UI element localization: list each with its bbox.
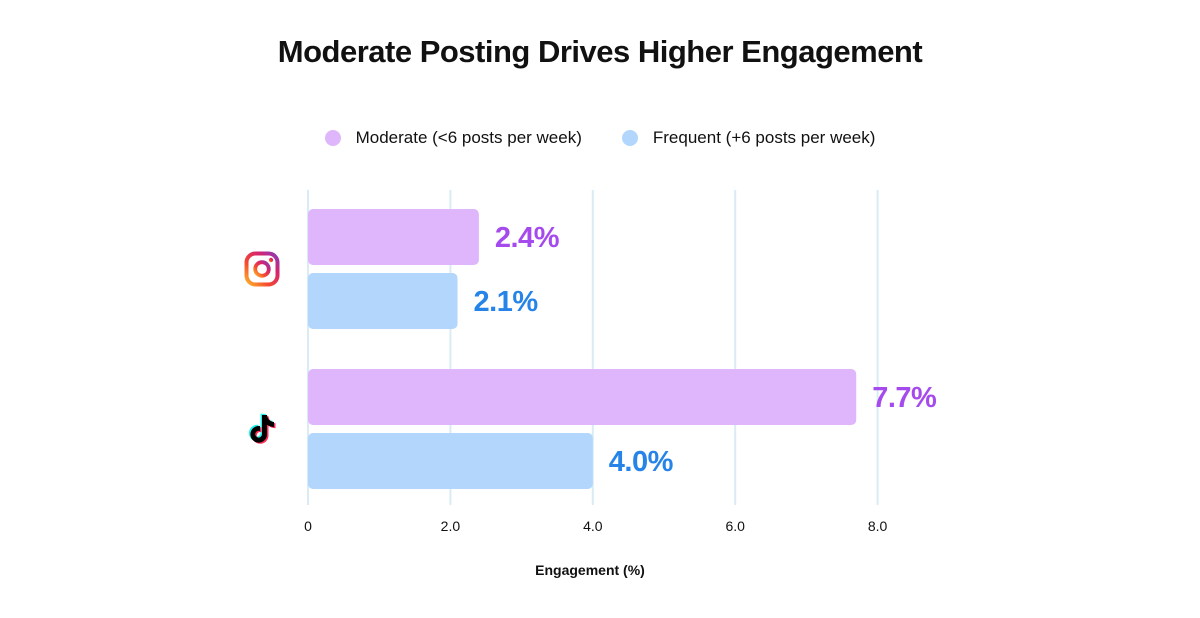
- legend-item-frequent: Frequent (+6 posts per week): [621, 128, 876, 148]
- x-tick-label: 6.0: [725, 518, 745, 534]
- x-tick-label: 0: [304, 518, 312, 534]
- bar-frequent-tiktok: [308, 433, 593, 489]
- legend-label-moderate: Moderate (<6 posts per week): [355, 128, 582, 147]
- x-tick-label: 2.0: [441, 518, 461, 534]
- legend: Moderate (<6 posts per week) Frequent (+…: [0, 128, 1200, 148]
- value-label-frequent-tiktok: 4.0%: [609, 446, 674, 478]
- bar-frequent-instagram: [308, 273, 458, 329]
- value-label-frequent-instagram: 2.1%: [474, 286, 539, 318]
- x-axis-label: Engagement (%): [535, 562, 645, 578]
- value-label-moderate-instagram: 2.4%: [495, 222, 560, 254]
- value-label-moderate-tiktok: 7.7%: [872, 382, 937, 414]
- legend-item-moderate: Moderate (<6 posts per week): [324, 128, 582, 148]
- legend-swatch-frequent: [621, 130, 638, 146]
- instagram-icon: [244, 251, 280, 287]
- x-tick-label: 4.0: [583, 518, 603, 534]
- legend-label-frequent: Frequent (+6 posts per week): [652, 128, 876, 147]
- bar-moderate-instagram: [308, 209, 479, 265]
- bar-moderate-tiktok: [308, 369, 857, 425]
- chart-title: Moderate Posting Drives Higher Engagemen…: [277, 34, 923, 69]
- x-tick-label: 8.0: [868, 518, 888, 534]
- tiktok-icon: [248, 413, 276, 444]
- legend-swatch-moderate: [324, 130, 341, 146]
